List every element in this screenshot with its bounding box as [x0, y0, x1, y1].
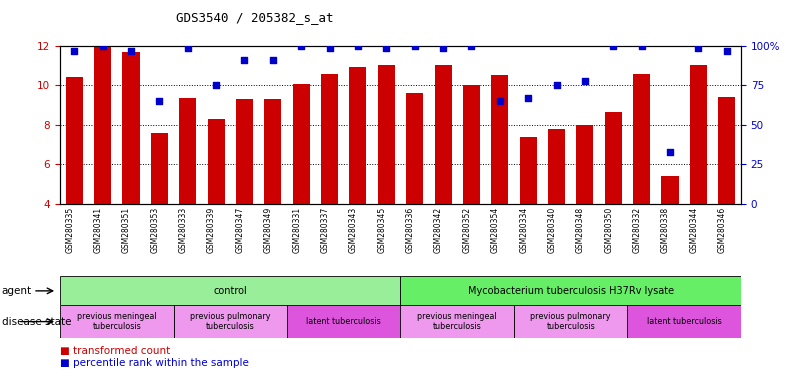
Text: GSM280339: GSM280339 [207, 207, 216, 253]
Bar [179, 98, 196, 204]
Text: latent tuberculosis: latent tuberculosis [647, 317, 722, 326]
Point [663, 149, 676, 155]
Bar [66, 76, 83, 204]
Text: GSM280352: GSM280352 [462, 207, 472, 253]
Text: previous meningeal
tuberculosis: previous meningeal tuberculosis [417, 312, 497, 331]
Bar [577, 125, 594, 204]
Point [607, 43, 620, 49]
Point [521, 95, 534, 101]
Point [125, 48, 138, 54]
Text: GSM280351: GSM280351 [122, 207, 131, 253]
Bar [95, 47, 111, 204]
Text: GSM280340: GSM280340 [548, 207, 557, 253]
Point [465, 43, 478, 49]
Bar [123, 52, 139, 204]
Text: previous pulmonary
tuberculosis: previous pulmonary tuberculosis [190, 312, 271, 331]
Point [267, 57, 280, 63]
Bar [605, 112, 622, 204]
Text: disease state: disease state [2, 316, 71, 327]
Point [352, 43, 364, 49]
Text: GSM280349: GSM280349 [264, 207, 273, 253]
Text: GSM280331: GSM280331 [292, 207, 301, 253]
Text: GSM280354: GSM280354 [491, 207, 500, 253]
Bar [662, 176, 678, 204]
Text: GSM280334: GSM280334 [519, 207, 528, 253]
Bar [514, 305, 627, 338]
Point [68, 48, 81, 54]
Text: previous meningeal
tuberculosis: previous meningeal tuberculosis [77, 312, 157, 331]
Point [578, 78, 591, 84]
Point [493, 98, 506, 104]
Text: ■ transformed count: ■ transformed count [60, 346, 171, 356]
Bar [491, 74, 509, 204]
Bar [718, 97, 735, 204]
Point [153, 98, 166, 104]
Text: GSM280337: GSM280337 [320, 207, 329, 253]
Text: Mycobacterium tuberculosis H37Rv lysate: Mycobacterium tuberculosis H37Rv lysate [468, 286, 674, 296]
Text: GSM280343: GSM280343 [349, 207, 358, 253]
Bar [174, 305, 287, 338]
Text: GSM280336: GSM280336 [405, 207, 415, 253]
Text: GSM280342: GSM280342 [434, 207, 443, 253]
Text: ■ percentile rank within the sample: ■ percentile rank within the sample [60, 358, 249, 368]
Bar [60, 276, 400, 305]
Bar [400, 276, 741, 305]
Bar [321, 74, 338, 204]
Bar [292, 84, 310, 204]
Point [210, 83, 223, 89]
Text: GDS3540 / 205382_s_at: GDS3540 / 205382_s_at [176, 12, 334, 25]
Bar [633, 74, 650, 204]
Text: GSM280350: GSM280350 [604, 207, 614, 253]
Bar [627, 305, 741, 338]
Text: GSM280332: GSM280332 [633, 207, 642, 253]
Point [181, 45, 194, 51]
Text: control: control [213, 286, 248, 296]
Point [238, 57, 251, 63]
Bar [264, 99, 281, 204]
Text: GSM280346: GSM280346 [718, 207, 727, 253]
Text: GSM280347: GSM280347 [235, 207, 244, 253]
Point [692, 45, 705, 51]
Point [295, 43, 308, 49]
Point [380, 45, 392, 51]
Bar [207, 119, 224, 204]
Bar [151, 133, 168, 204]
Bar [287, 305, 400, 338]
Text: previous pulmonary
tuberculosis: previous pulmonary tuberculosis [530, 312, 611, 331]
Text: GSM280335: GSM280335 [65, 207, 74, 253]
Text: GSM280345: GSM280345 [377, 207, 386, 253]
Bar [463, 86, 480, 204]
Text: GSM280344: GSM280344 [690, 207, 698, 253]
Bar [349, 67, 366, 204]
Point [409, 43, 421, 49]
Point [437, 45, 449, 51]
Bar [434, 65, 452, 204]
Text: latent tuberculosis: latent tuberculosis [307, 317, 381, 326]
Point [720, 48, 733, 54]
Bar [378, 65, 395, 204]
Text: GSM280338: GSM280338 [661, 207, 670, 253]
Text: GSM280348: GSM280348 [576, 207, 585, 253]
Bar [236, 99, 253, 204]
Point [323, 45, 336, 51]
Bar [400, 305, 514, 338]
Bar [520, 137, 537, 204]
Bar [406, 93, 423, 204]
Text: GSM280333: GSM280333 [179, 207, 187, 253]
Point [550, 83, 563, 89]
Bar [60, 305, 174, 338]
Text: GSM280353: GSM280353 [151, 207, 159, 253]
Point [635, 43, 648, 49]
Bar [548, 129, 565, 204]
Text: agent: agent [2, 286, 32, 296]
Point [96, 43, 109, 49]
Bar [690, 65, 706, 204]
Text: GSM280341: GSM280341 [94, 207, 103, 253]
